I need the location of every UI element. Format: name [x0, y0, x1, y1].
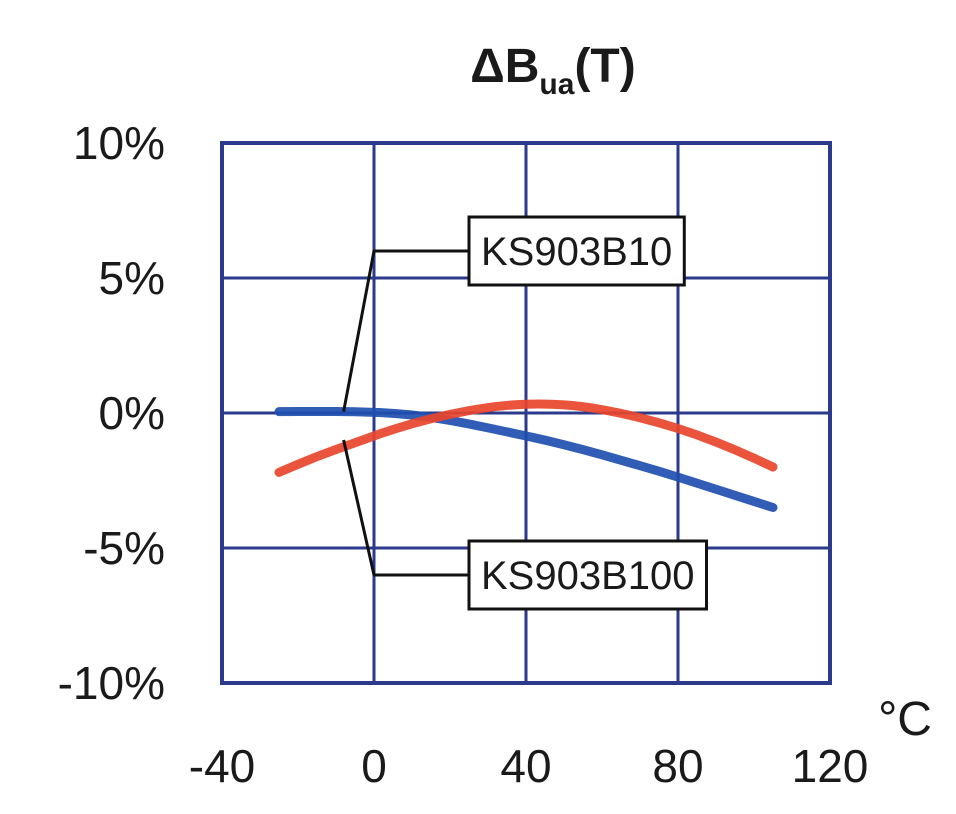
plot-border: [220, 141, 832, 685]
tick-labels: -40 0 40 80 120 10% 5% 0% -5% -10%: [58, 117, 869, 792]
y-tick-label: -5%: [83, 522, 165, 574]
plot-frame: [220, 141, 832, 685]
x-tick-label: 80: [652, 740, 703, 792]
callouts: KS903B10 KS903B100: [342, 215, 709, 611]
x-tick-label: -40: [189, 740, 255, 792]
series-line-ks903b10: [274, 406, 778, 512]
y-tick-label: 10%: [73, 117, 165, 169]
y-tick-label: 0%: [99, 387, 165, 439]
series-lines: [274, 399, 778, 512]
x-tick-label: 120: [792, 740, 869, 792]
y-tick-label: 5%: [99, 252, 165, 304]
callout-label: KS903B100: [481, 554, 695, 598]
chart-title: ΔBua(T): [470, 40, 635, 101]
callout-box: [467, 539, 709, 611]
x-tick-label: 40: [500, 740, 551, 792]
callout-label: KS903B10: [481, 230, 672, 274]
callout-box: [467, 215, 686, 287]
x-axis-unit: °C: [878, 693, 932, 746]
series-line-ks903b100: [274, 399, 778, 477]
callout-leader: [342, 249, 469, 412]
x-tick-label: 0: [361, 740, 387, 792]
y-tick-label: -10%: [58, 657, 165, 709]
callout-leader: [342, 439, 469, 577]
